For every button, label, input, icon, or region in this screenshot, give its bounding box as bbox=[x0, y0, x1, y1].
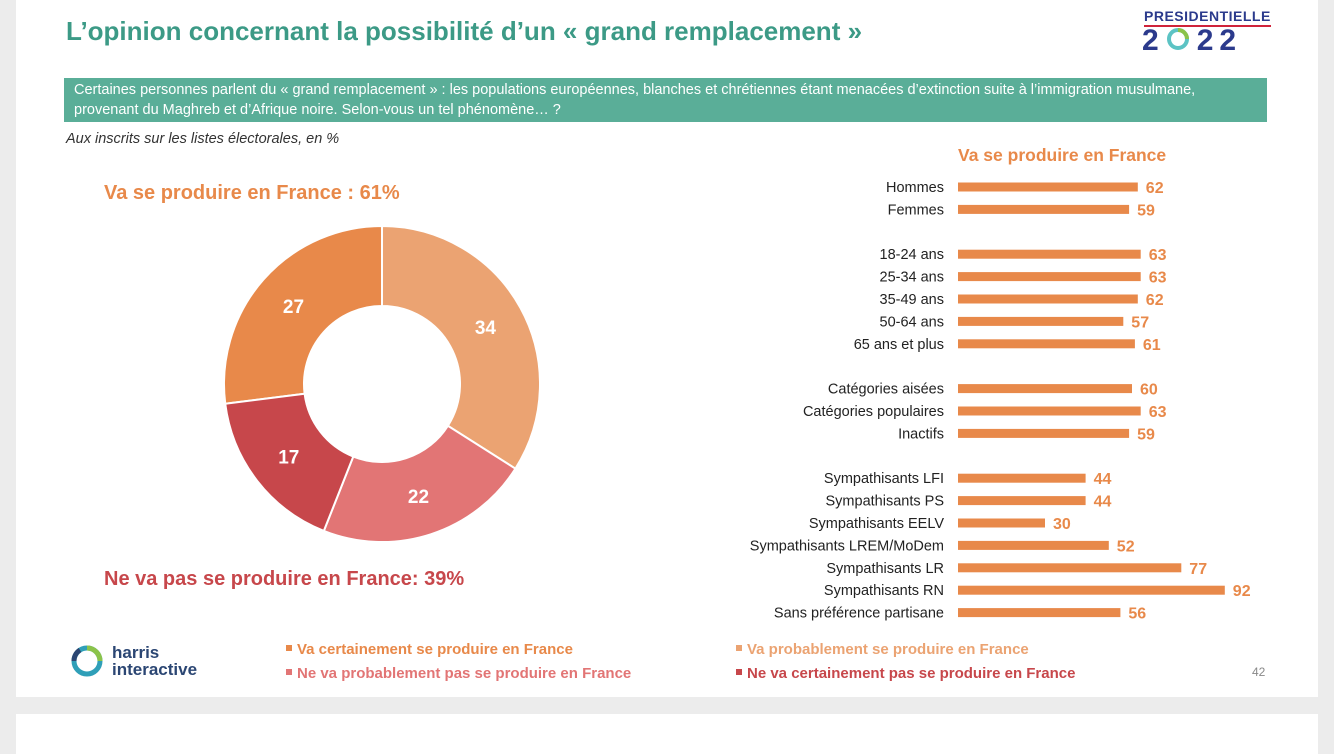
brand-line1: harris bbox=[112, 643, 160, 662]
page-number: 42 bbox=[1252, 665, 1266, 679]
bar-category-label: 25-34 ans bbox=[880, 270, 945, 286]
bar-value-label: 44 bbox=[1094, 494, 1112, 511]
bar-value-label: 56 bbox=[1128, 606, 1146, 623]
bar-value-label: 63 bbox=[1149, 247, 1167, 264]
bar bbox=[958, 518, 1045, 528]
bar-category-label: 50-64 ans bbox=[880, 314, 945, 330]
donut-slice bbox=[381, 224, 541, 471]
bar bbox=[958, 204, 1130, 214]
bar-value-label: 61 bbox=[1143, 337, 1161, 354]
brand-line2: interactive bbox=[112, 660, 198, 679]
bar-category-label: Sympathisants PS bbox=[826, 494, 944, 510]
donut-summary-negative: Ne va pas se produire en France: 39% bbox=[104, 568, 465, 590]
harris-interactive-logo: harris interactive bbox=[68, 640, 228, 684]
bar-value-label: 30 bbox=[1053, 516, 1071, 533]
bar-category-label: Sympathisants LFI bbox=[824, 471, 944, 487]
harris-ring-icon bbox=[71, 645, 103, 677]
bar-category-label: Sympathisants RN bbox=[824, 583, 944, 599]
bar bbox=[958, 608, 1121, 618]
bar bbox=[958, 473, 1086, 483]
bar bbox=[958, 339, 1135, 349]
bar-category-label: 65 ans et plus bbox=[854, 337, 944, 353]
bar-value-label: 62 bbox=[1146, 180, 1164, 197]
bar bbox=[958, 406, 1141, 416]
page-title: L’opinion concernant la possibilité d’un… bbox=[66, 16, 863, 46]
bar-value-label: 92 bbox=[1233, 583, 1251, 600]
bar-category-label: Hommes bbox=[886, 180, 944, 196]
bar-value-label: 52 bbox=[1117, 538, 1135, 555]
donut-slice bbox=[223, 224, 383, 405]
bar bbox=[958, 428, 1130, 438]
logo-top-text: PRESIDENTIELLE bbox=[1144, 8, 1271, 27]
legend-swatch bbox=[736, 669, 742, 676]
donut-slice-label: 17 bbox=[278, 447, 299, 468]
legend-item-certainly-yes: Va certainement se produire en France bbox=[286, 641, 573, 658]
legend-item-probably-yes: Va probablement se produire en France bbox=[736, 641, 1029, 658]
logo-year: 2 22 bbox=[1142, 24, 1243, 57]
bar-chart-title: Va se produire en France bbox=[958, 145, 1167, 165]
bar bbox=[958, 540, 1109, 550]
bar-category-label: Sympathisants EELV bbox=[809, 516, 944, 532]
bar-category-label: 35-49 ans bbox=[880, 292, 945, 308]
donut-slice bbox=[322, 424, 517, 543]
next-slide-edge bbox=[16, 714, 1318, 754]
bar bbox=[958, 563, 1182, 573]
bar-category-label: Femmes bbox=[888, 202, 944, 218]
donut-slice-label: 22 bbox=[408, 487, 429, 508]
bar-value-label: 63 bbox=[1149, 404, 1167, 421]
bar bbox=[958, 294, 1138, 304]
donut-slice-label: 27 bbox=[283, 297, 304, 318]
bar-value-label: 57 bbox=[1131, 314, 1149, 331]
bar-category-label: Catégories populaires bbox=[803, 404, 944, 420]
bar-value-label: 59 bbox=[1137, 426, 1155, 443]
question-box: Certaines personnes parlent du « grand r… bbox=[64, 78, 1267, 122]
bar-value-label: 63 bbox=[1149, 270, 1167, 287]
legend-swatch bbox=[736, 645, 742, 652]
bar-value-label: 60 bbox=[1140, 382, 1158, 399]
presidentielle-2022-logo: PRESIDENTIELLE 2 22 bbox=[1138, 6, 1271, 58]
bar-category-label: Inactifs bbox=[898, 426, 944, 442]
donut-slice-label: 34 bbox=[475, 318, 497, 339]
legend-swatch bbox=[286, 669, 292, 676]
legend-item-certainly-no: Ne va certainement pas se produire en Fr… bbox=[736, 665, 1075, 682]
logo-ring-icon bbox=[1166, 28, 1189, 50]
bar bbox=[958, 182, 1138, 192]
bar-category-label: Sympathisants LR bbox=[826, 561, 944, 577]
bar bbox=[958, 249, 1141, 259]
bar bbox=[958, 384, 1132, 394]
bar-value-label: 62 bbox=[1146, 292, 1164, 309]
bar-value-label: 77 bbox=[1189, 561, 1207, 578]
donut-summary-positive: Va se produire en France : 61% bbox=[104, 182, 400, 204]
sample-note: Aux inscrits sur les listes électorales,… bbox=[66, 131, 340, 147]
bar-category-label: Sympathisants LREM/MoDem bbox=[750, 538, 944, 554]
donut-chart: 27 34 22 17 bbox=[223, 224, 541, 543]
slide: L’opinion concernant la possibilité d’un… bbox=[16, 0, 1318, 697]
legend-item-probably-no: Ne va probablement pas se produire en Fr… bbox=[286, 665, 631, 682]
bar-value-label: 59 bbox=[1137, 202, 1155, 219]
bar bbox=[958, 585, 1225, 595]
bar-category-label: 18-24 ans bbox=[880, 247, 945, 263]
legend-swatch bbox=[286, 645, 292, 652]
donut-slice bbox=[224, 392, 355, 533]
bar-category-label: Catégories aisées bbox=[828, 382, 944, 398]
bar bbox=[958, 496, 1086, 506]
bar bbox=[958, 272, 1141, 282]
bar-value-label: 44 bbox=[1094, 471, 1112, 488]
bar-category-label: Sans préférence partisane bbox=[774, 606, 944, 622]
bar bbox=[958, 316, 1124, 326]
